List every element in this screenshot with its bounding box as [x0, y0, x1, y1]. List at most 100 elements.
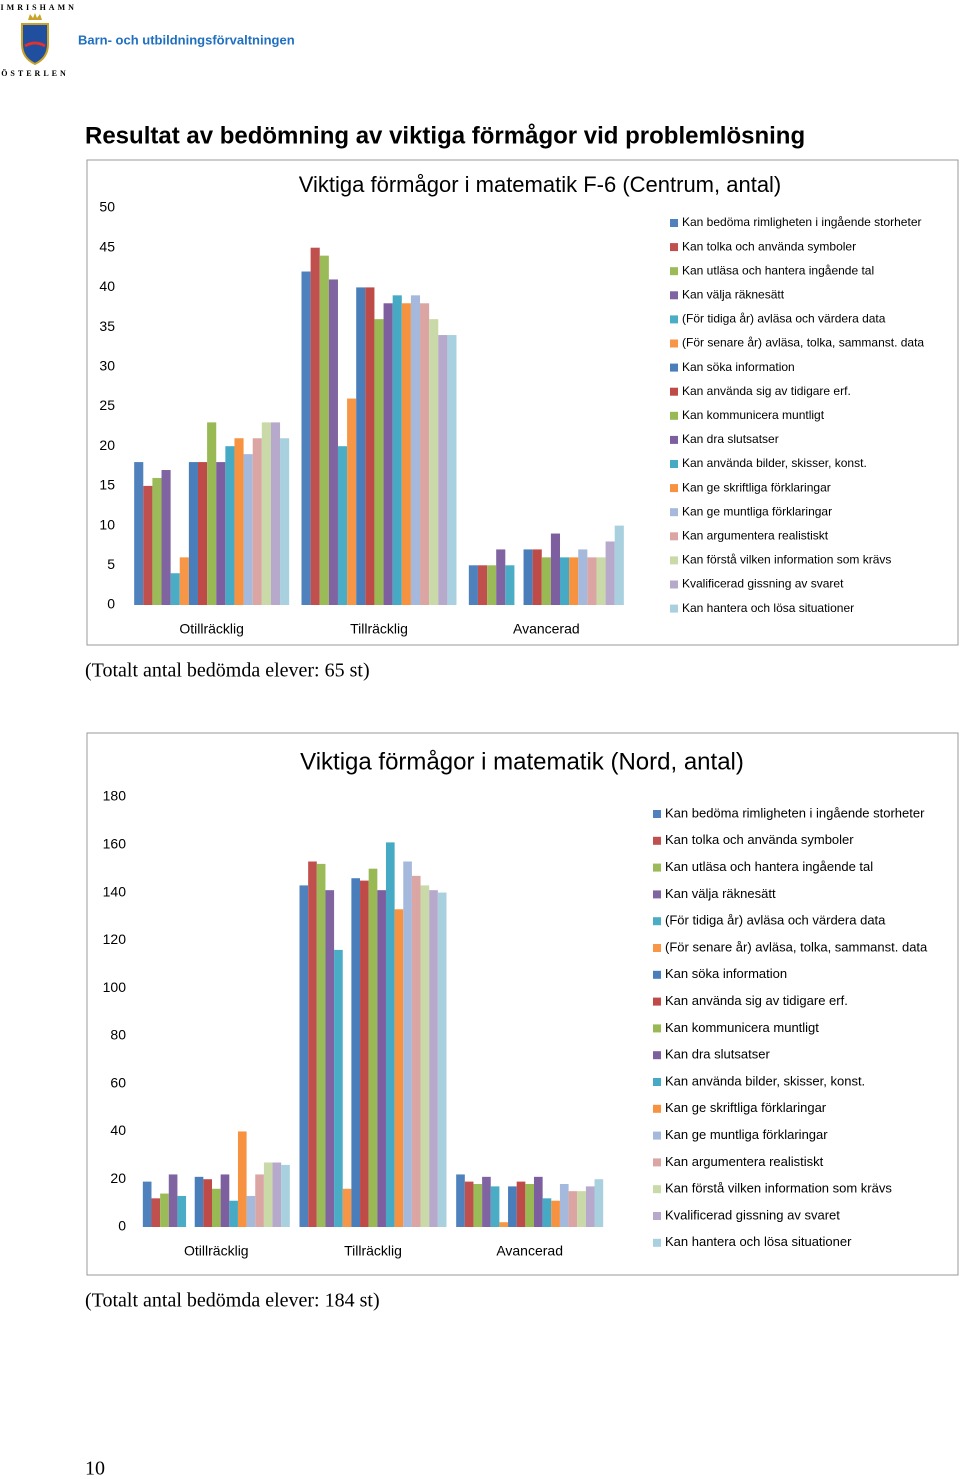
y-tick-label: 40	[110, 1122, 126, 1138]
bar	[578, 549, 588, 605]
legend-swatch	[670, 532, 678, 541]
bar	[410, 295, 421, 605]
legend-label: Kan använda sig av tidigare erf.	[682, 384, 851, 398]
legend-label: Kan använda sig av tidigare erf.	[665, 993, 848, 1008]
legend-swatch	[670, 484, 678, 493]
chart-frame	[86, 159, 959, 646]
y-tick-label: 30	[99, 358, 115, 374]
bar	[342, 1188, 352, 1227]
legend-label: Kan förstå vilken information som krävs	[665, 1181, 892, 1196]
legend-swatch	[653, 1104, 661, 1113]
legend-swatch	[653, 1131, 661, 1140]
x-tick-label: Tillräcklig	[344, 1243, 402, 1259]
bar	[482, 1176, 491, 1227]
bar	[368, 868, 378, 1227]
legend-swatch	[670, 243, 678, 252]
logo-bottom-text: ÖSTERLEN	[1, 69, 69, 78]
y-tick-label: 0	[118, 1218, 126, 1234]
bar	[252, 438, 262, 605]
y-tick-label: 25	[99, 397, 115, 413]
y-tick-label: 60	[110, 1074, 126, 1090]
bar	[142, 1181, 152, 1227]
bar	[420, 303, 430, 605]
legend-label: Kan bedöma rimligheten i ingående storhe…	[682, 215, 921, 229]
bar	[392, 295, 402, 605]
bar	[160, 1193, 169, 1227]
legend-label: Kan dra slutsatser	[682, 432, 779, 446]
bar	[261, 422, 271, 605]
bar	[594, 1179, 604, 1227]
legend-label: Kan välja räknesätt	[682, 287, 785, 301]
legend-swatch	[670, 580, 678, 589]
bar	[280, 438, 290, 605]
organization: Barn- och utbildningsförvaltningen	[78, 32, 295, 47]
bar	[207, 422, 217, 605]
chart-title: Viktiga förmågor i matematik (Nord, anta…	[300, 748, 744, 775]
bar	[394, 909, 404, 1227]
bar	[143, 485, 153, 605]
bar	[301, 271, 311, 605]
legend-swatch	[653, 1238, 661, 1247]
bar	[568, 1191, 578, 1227]
bar	[272, 1162, 282, 1227]
legend-swatch	[670, 556, 678, 565]
legend-label: Kan kommunicera muntligt	[682, 408, 825, 422]
bar	[203, 1179, 213, 1227]
bar	[179, 557, 189, 605]
bar	[325, 890, 335, 1227]
bar	[161, 470, 171, 605]
legend-swatch	[653, 917, 661, 926]
bar	[532, 549, 542, 605]
bar	[270, 422, 281, 605]
bar	[216, 462, 226, 605]
logo	[21, 13, 49, 66]
y-tick-label: 15	[99, 477, 115, 493]
legend-swatch	[670, 604, 678, 613]
y-tick-label: 10	[99, 516, 115, 532]
bar	[429, 319, 439, 605]
legend-label: Kvalificerad gissning av svaret	[665, 1207, 840, 1222]
bar	[499, 1222, 509, 1227]
bar	[464, 1181, 474, 1227]
legend-swatch	[670, 315, 678, 324]
legend-swatch	[670, 411, 678, 420]
bar	[477, 565, 488, 605]
bar	[310, 247, 320, 605]
y-tick-label: 5	[107, 556, 115, 572]
bar	[525, 1184, 534, 1227]
legend-label: Kan söka information	[665, 966, 787, 981]
bar	[347, 398, 357, 605]
bar	[429, 890, 438, 1227]
legend-swatch	[653, 1078, 661, 1086]
bar	[403, 861, 412, 1227]
bar	[281, 1164, 290, 1227]
legend-label: (För tidiga år) avläsa och värdera data	[682, 312, 886, 326]
bar	[334, 949, 343, 1227]
y-tick-label: 140	[103, 883, 127, 899]
bar	[490, 1186, 500, 1227]
bar	[365, 287, 375, 605]
y-tick-label: 20	[99, 437, 115, 453]
legend-swatch	[670, 435, 678, 444]
bar	[569, 557, 579, 605]
y-tick-label: 35	[99, 318, 115, 334]
legend-label: Kan ge skriftliga förklaringar	[665, 1100, 827, 1115]
chart-title: Viktiga förmågor i matematik F-6 (Centru…	[299, 172, 782, 197]
bar	[551, 1200, 560, 1227]
legend-label: Kan utläsa och hantera ingående tal	[665, 859, 873, 874]
legend-label: Kvalificerad gissning av svaret	[682, 577, 844, 591]
y-tick-label: 180	[103, 788, 127, 804]
bar	[234, 438, 244, 605]
legend-label: Kan hantera och lösa situationer	[665, 1234, 852, 1249]
bar	[263, 1162, 273, 1227]
y-tick-label: 0	[107, 596, 115, 612]
bar	[411, 875, 421, 1227]
legend-swatch	[653, 1024, 661, 1033]
y-tick-label: 160	[103, 835, 127, 851]
heading: Resultat av bedömning av viktiga förmågo…	[85, 122, 805, 149]
bar	[508, 1186, 517, 1227]
legend-swatch	[653, 863, 661, 872]
x-tick-label: Tillräcklig	[350, 621, 408, 637]
bar	[194, 1176, 204, 1227]
